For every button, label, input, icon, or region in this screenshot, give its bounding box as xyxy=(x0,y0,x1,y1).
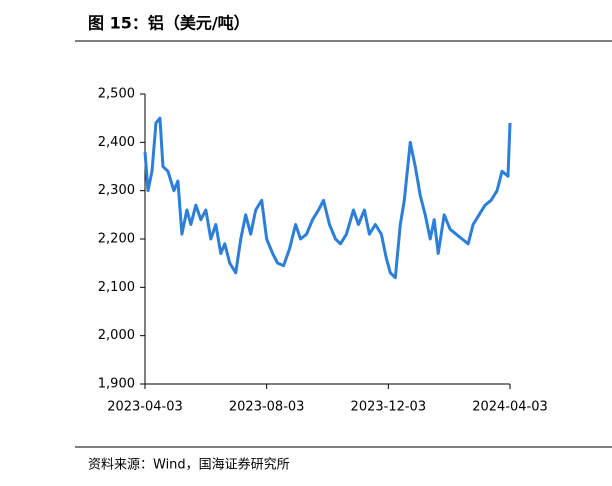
chart-title: 图 15：铝（美元/吨） xyxy=(88,14,250,33)
y-tick-label: 2,200 xyxy=(98,232,135,247)
y-tick-label: 2,400 xyxy=(98,135,135,150)
x-tick-label: 2024-04-03 xyxy=(472,400,548,415)
y-tick-label: 2,000 xyxy=(98,328,135,343)
x-tick-label: 2023-08-03 xyxy=(229,400,305,415)
y-tick-label: 2,300 xyxy=(98,183,135,198)
source: 资料来源：Wind，国海证券研究所 xyxy=(88,457,290,473)
x-tick-label: 2023-04-03 xyxy=(107,400,183,415)
line-series xyxy=(143,116,512,280)
x-tick-label: 2023-12-03 xyxy=(351,400,427,415)
y-tick-label: 1,900 xyxy=(98,377,135,392)
y-tick-label: 2,500 xyxy=(98,87,135,102)
y-tick-label: 2,100 xyxy=(98,280,135,295)
